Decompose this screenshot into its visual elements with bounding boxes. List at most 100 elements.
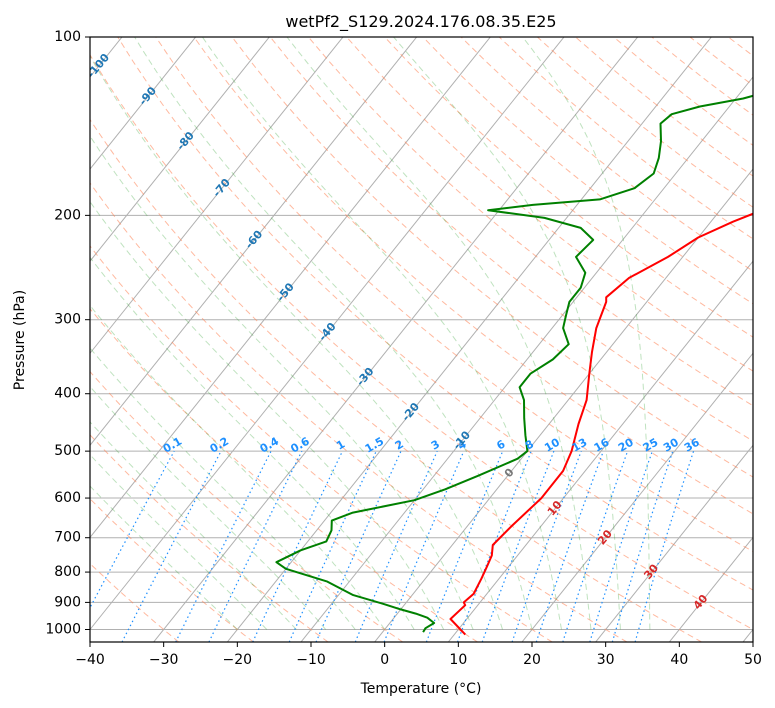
plot-series bbox=[275, 94, 753, 636]
dry-adiabat bbox=[90, 245, 553, 642]
isotherm-line bbox=[90, 37, 197, 170]
mixing-ratio-line bbox=[481, 450, 555, 642]
chart-title: wetPf2_S129.2024.176.08.35.E25 bbox=[285, 12, 556, 32]
mixing-ratio-line bbox=[589, 450, 653, 642]
dry-adiabat bbox=[90, 307, 478, 642]
isotherm-line bbox=[90, 37, 565, 631]
x-tick-label: 10 bbox=[449, 652, 467, 668]
mixing-ratio-label: 0.4 bbox=[258, 434, 282, 455]
isotherm-line bbox=[595, 444, 753, 642]
temperature-profile-line bbox=[449, 212, 753, 636]
mixing-ratio-line bbox=[175, 450, 272, 642]
dry-adiabat bbox=[269, 37, 753, 442]
isotherm-line bbox=[300, 76, 753, 642]
isotherm-line bbox=[90, 37, 344, 355]
moist-adiabat bbox=[90, 347, 356, 630]
moist-adiabat bbox=[393, 37, 621, 630]
isotherm-line bbox=[90, 37, 418, 447]
isotherm-label: -100 bbox=[84, 51, 112, 81]
x-tick-label: 0 bbox=[380, 652, 389, 668]
moist-adiabat bbox=[90, 304, 386, 630]
mixing-ratio-label: 13 bbox=[570, 436, 590, 455]
moist-adiabat bbox=[522, 37, 651, 630]
mixing-ratio-label: 25 bbox=[641, 436, 661, 455]
isotherm-label: 40 bbox=[691, 592, 711, 612]
dry-adiabat bbox=[90, 118, 702, 642]
dry-adiabat bbox=[90, 182, 628, 642]
moist-adiabat bbox=[90, 421, 297, 630]
isotherm-label: 20 bbox=[595, 527, 615, 547]
x-tick-label: 50 bbox=[744, 652, 762, 668]
x-tick-label: −20 bbox=[223, 652, 253, 668]
dry-adiabat bbox=[193, 37, 753, 515]
y-tick-label: 100 bbox=[54, 29, 81, 45]
mixing-ratio-label: 0.6 bbox=[288, 434, 312, 455]
moist-adiabat bbox=[201, 37, 562, 630]
axes: −40 −30 −20 −10 0 10 20 30 40 50 1000 900 800 700 600 5… bbox=[45, 29, 762, 668]
isotherm-label: -50 bbox=[274, 280, 297, 304]
mixing-ratio-label: 8 bbox=[523, 438, 536, 453]
dry-adiabat bbox=[90, 434, 329, 642]
y-tick-label: 800 bbox=[54, 564, 81, 580]
dry-adiabat bbox=[689, 37, 753, 86]
x-tick-label: −30 bbox=[149, 652, 179, 668]
isotherm-label: -30 bbox=[354, 365, 377, 389]
isotherm-line bbox=[90, 37, 491, 539]
moist-adiabat bbox=[286, 37, 592, 630]
mixing-ratio-label: 1.5 bbox=[363, 435, 386, 456]
y-tick-label: 300 bbox=[54, 312, 81, 328]
dry-adiabat bbox=[90, 562, 180, 642]
y-tick-label: 500 bbox=[54, 443, 81, 459]
mixing-ratio-label: 1 bbox=[334, 438, 347, 453]
isotherm-line bbox=[226, 37, 712, 642]
dry-adiabat bbox=[346, 37, 753, 372]
isotherm-line bbox=[153, 37, 639, 642]
mixing-ratio-label: 3 bbox=[429, 438, 442, 453]
mixing-ratio-line bbox=[288, 450, 377, 642]
plot-background bbox=[90, 37, 775, 642]
moist-adiabat bbox=[90, 256, 415, 630]
mixing-ratio-line bbox=[456, 450, 532, 642]
mixing-ratio-line bbox=[208, 450, 303, 642]
mixing-ratio-line bbox=[425, 450, 504, 642]
moist-adiabat bbox=[90, 55, 503, 630]
y-tick-label: 400 bbox=[54, 386, 81, 402]
x-tick-label: 20 bbox=[523, 652, 541, 668]
dry-adiabat bbox=[90, 498, 254, 642]
mixing-ratio-label: 30 bbox=[661, 435, 681, 454]
mixing-ratio-line bbox=[354, 450, 438, 642]
dry-adiabat bbox=[117, 37, 753, 591]
mixing-ratio-label: 6 bbox=[494, 437, 507, 452]
x-tick-label: 40 bbox=[670, 652, 688, 668]
isotherm-label: -70 bbox=[210, 176, 233, 200]
mixing-ratio-line bbox=[611, 450, 674, 642]
dry-adiabat bbox=[766, 37, 775, 642]
mixing-ratio-line bbox=[634, 450, 695, 642]
isotherm-label: -20 bbox=[399, 400, 422, 424]
dry-adiabat bbox=[308, 37, 753, 407]
mixing-ratio-label: 2 bbox=[393, 438, 406, 453]
y-tick-label: 700 bbox=[54, 530, 81, 546]
dry-adiabat bbox=[575, 37, 753, 177]
isotherm-line bbox=[374, 168, 753, 642]
isotherm-label: 10 bbox=[545, 498, 565, 518]
dry-adiabat bbox=[498, 37, 753, 240]
dry-adiabat bbox=[651, 37, 753, 116]
dry-adiabat bbox=[613, 37, 753, 146]
x-tick-label: 30 bbox=[597, 652, 615, 668]
y-tick-label: 1000 bbox=[45, 622, 81, 638]
dry-adiabat bbox=[90, 53, 753, 631]
dry-adiabat bbox=[90, 370, 404, 642]
isotherm-label: -90 bbox=[136, 84, 159, 108]
isotherm-line bbox=[668, 536, 753, 642]
moist-adiabat bbox=[90, 135, 474, 630]
isotherm-label: -10 bbox=[450, 428, 473, 452]
moist-adiabat bbox=[90, 385, 327, 630]
isotherm-label: -60 bbox=[243, 228, 266, 252]
isotherm-line bbox=[521, 352, 753, 642]
mixing-ratio-line bbox=[90, 450, 175, 609]
isotherm-line bbox=[90, 37, 270, 262]
dry-adiabat bbox=[231, 37, 753, 478]
x-tick-label: −40 bbox=[75, 652, 105, 668]
